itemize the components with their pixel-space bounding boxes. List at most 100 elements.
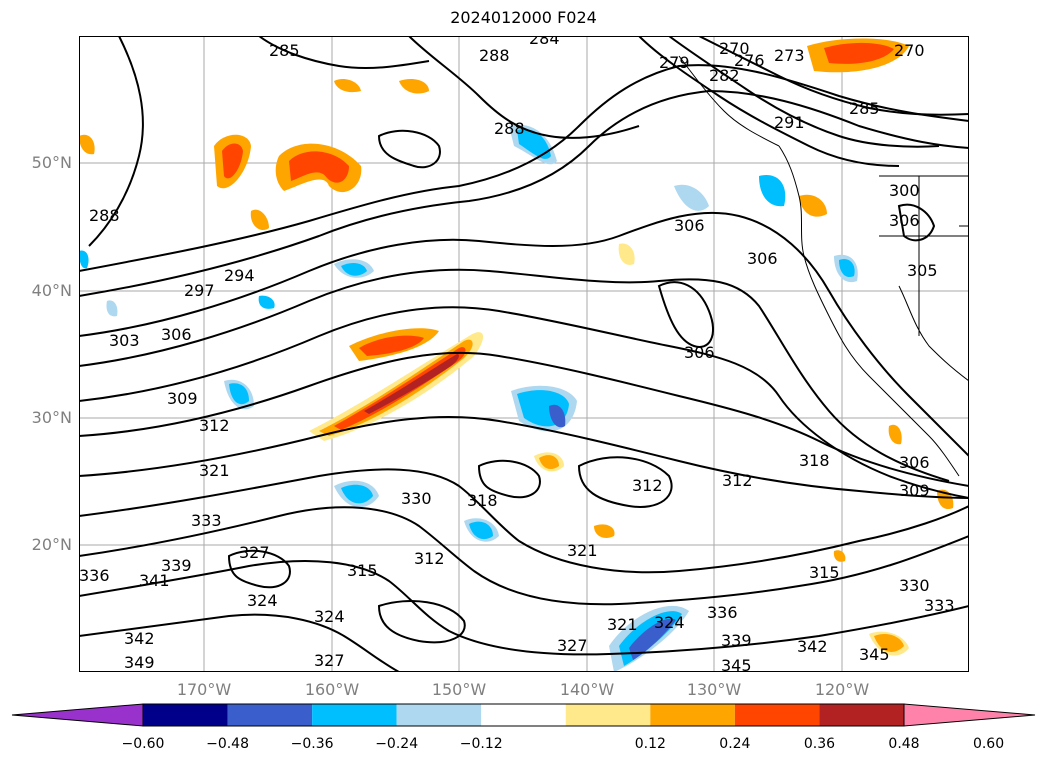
colorbar-tick-label: −0.12	[459, 736, 503, 752]
contour-label: 312	[632, 476, 663, 495]
colorbar-tick-label: −0.48	[206, 736, 249, 752]
contour-label: 312	[199, 416, 230, 435]
contour-label: 306	[889, 211, 920, 230]
contour-label: 342	[797, 637, 828, 656]
contour-label: 318	[799, 451, 830, 470]
contour-label: 333	[924, 596, 955, 615]
contour-label: 309	[899, 481, 930, 500]
contour-label: 327	[239, 543, 270, 562]
contour-label: 315	[347, 561, 378, 580]
contour-label: 324	[247, 591, 278, 610]
lon-label-170w: 170°W	[176, 680, 232, 699]
contour-label: 279	[659, 53, 690, 72]
colorbar-swatch	[565, 704, 651, 726]
map-canvas: 285 288 284 270 276 279 282 273 270 285 …	[79, 36, 969, 672]
contour-label: 306	[684, 343, 715, 362]
contour-label: 284	[529, 36, 560, 48]
colorbar	[11, 703, 1036, 727]
lat-label-30n: 30°N	[31, 408, 72, 427]
colorbar-swatch	[481, 704, 566, 726]
colorbar-extend-low	[11, 703, 144, 727]
map-border	[79, 36, 969, 672]
contour-label: 305	[907, 261, 938, 280]
map-panel: 285 288 284 270 276 279 282 273 270 285 …	[79, 36, 969, 672]
colorbar-tick-label: −0.36	[290, 736, 334, 752]
colorbar-swatch	[734, 704, 820, 726]
contour-label: 336	[79, 566, 110, 585]
colorbar-swatch	[650, 704, 735, 726]
contour-label: 327	[557, 636, 588, 655]
contour-label: 306	[899, 453, 930, 472]
contour-label: 306	[161, 325, 192, 344]
lon-label-120w: 120°W	[814, 680, 870, 699]
lat-label-40n: 40°N	[31, 281, 72, 300]
colorbar-swatch	[312, 704, 397, 726]
contour-label: 288	[89, 206, 120, 225]
contour-label: 270	[894, 41, 925, 60]
contour-label: 291	[774, 113, 805, 132]
colorbar-swatch	[227, 704, 313, 726]
lat-label-50n: 50°N	[31, 153, 72, 172]
colorbar-tick-label: −0.60	[121, 736, 165, 752]
contour-label: 294	[224, 266, 255, 285]
contour-label: 276	[734, 51, 765, 70]
contour-label: 315	[809, 563, 840, 582]
contour-label: 349	[124, 653, 155, 672]
contour-label: 341	[139, 571, 170, 590]
coastlines	[678, 55, 969, 477]
map-title: 2024012000 F024	[450, 8, 597, 27]
colorbar-swatch	[143, 704, 228, 726]
contour-labels: 285 288 284 270 276 279 282 273 270 285 …	[79, 36, 955, 672]
lon-label-140w: 140°W	[559, 680, 615, 699]
contour-label: 282	[709, 66, 740, 85]
colorbar-swatch	[819, 704, 904, 726]
colorbar-tick-label: −0.24	[375, 736, 419, 752]
lat-label-20n: 20°N	[31, 535, 72, 554]
colorbar-frame	[142, 703, 905, 727]
contour-label: 333	[191, 511, 222, 530]
contour-label: 339	[161, 556, 192, 575]
contour-label: 288	[494, 119, 525, 138]
contour-label: 330	[899, 576, 930, 595]
contour-label: 312	[722, 471, 753, 490]
contour-label: 339	[721, 631, 752, 650]
contour-label: 297	[184, 281, 215, 300]
contour-label: 270	[719, 39, 750, 58]
contour-label: 273	[774, 46, 805, 65]
contour-label: 288	[479, 46, 510, 65]
contour-label: 327	[314, 651, 345, 670]
colorbar-tick-label: 0.36	[803, 736, 836, 752]
contour-label: 345	[859, 645, 890, 664]
contour-label: 330	[401, 489, 432, 508]
contour-label: 321	[567, 541, 598, 560]
contour-label: 342	[124, 629, 155, 648]
contour-label: 321	[607, 615, 638, 634]
contour-label: 300	[889, 181, 920, 200]
colorbar-segments	[11, 703, 1036, 727]
lon-label-160w: 160°W	[304, 680, 360, 699]
colorbar-tick-label: 0.48	[888, 736, 920, 752]
contour-label: 336	[707, 603, 738, 622]
colorbar-extend-high	[903, 703, 1036, 727]
contour-label: 303	[109, 331, 140, 350]
map-gridlines	[79, 36, 969, 672]
contour-label: 309	[167, 389, 198, 408]
contour-label: 324	[314, 607, 345, 626]
shaded-regions	[79, 38, 954, 672]
contour-label: 312	[414, 549, 445, 568]
lon-label-130w: 130°W	[686, 680, 742, 699]
lon-label-150w: 150°W	[431, 680, 487, 699]
contour-label: 318	[467, 491, 498, 510]
contour-label: 306	[747, 249, 778, 268]
colorbar-tick-label: 0.12	[634, 736, 666, 752]
contour-label: 321	[199, 461, 230, 480]
contour-label: 345	[721, 656, 752, 672]
colorbar-tick-label: 0.60	[972, 736, 1005, 752]
contour-label: 306	[674, 216, 705, 235]
contour-lines	[79, 36, 969, 672]
colorbar-swatch	[396, 704, 482, 726]
contour-label: 285	[849, 99, 880, 118]
contour-label: 324	[654, 613, 685, 632]
contour-label: 285	[269, 41, 300, 60]
colorbar-tick-label: 0.24	[719, 736, 751, 752]
